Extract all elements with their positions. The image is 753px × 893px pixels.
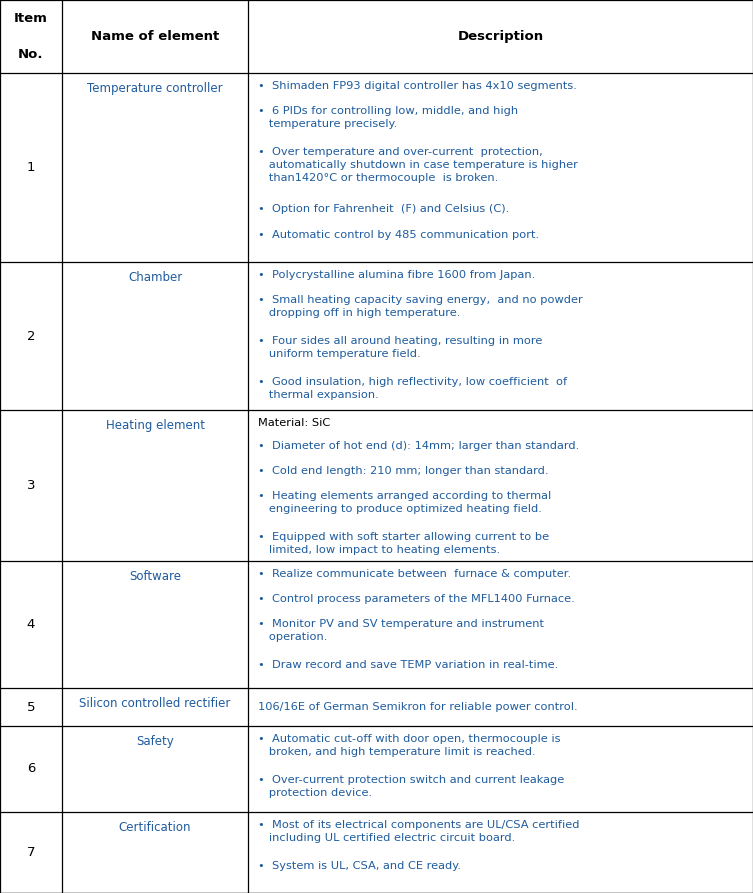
Text: 3: 3 — [26, 479, 35, 492]
Text: •  Option for Fahrenheit  (F) and Celsius (C).: • Option for Fahrenheit (F) and Celsius … — [258, 204, 509, 214]
Text: 106/16E of German Semikron for reliable power control.: 106/16E of German Semikron for reliable … — [258, 702, 577, 712]
Text: Software: Software — [129, 570, 181, 583]
Text: •  Small heating capacity saving energy,  and no powder
   dropping off in high : • Small heating capacity saving energy, … — [258, 296, 582, 318]
Text: Certification: Certification — [119, 821, 191, 834]
Text: •  System is UL, CSA, and CE ready.: • System is UL, CSA, and CE ready. — [258, 861, 461, 871]
Text: •  Over temperature and over-current  protection,
   automatically shutdown in c: • Over temperature and over-current prot… — [258, 147, 578, 183]
Text: •  Cold end length: 210 mm; longer than standard.: • Cold end length: 210 mm; longer than s… — [258, 466, 548, 476]
Text: •  Draw record and save TEMP variation in real-time.: • Draw record and save TEMP variation in… — [258, 660, 558, 671]
Text: •  Automatic control by 485 communication port.: • Automatic control by 485 communication… — [258, 230, 538, 239]
Text: 4: 4 — [26, 618, 35, 631]
Text: 2: 2 — [26, 330, 35, 343]
Text: 5: 5 — [26, 701, 35, 714]
Text: •  Control process parameters of the MFL1400 Furnace.: • Control process parameters of the MFL1… — [258, 594, 575, 605]
Text: 7: 7 — [26, 846, 35, 859]
Text: •  Diameter of hot end (d): 14mm; larger than standard.: • Diameter of hot end (d): 14mm; larger … — [258, 441, 579, 451]
Text: •  Polycrystalline alumina fibre 1600 from Japan.: • Polycrystalline alumina fibre 1600 fro… — [258, 271, 535, 280]
Text: 1: 1 — [26, 162, 35, 174]
Text: •  Equipped with soft starter allowing current to be
   limited, low impact to h: • Equipped with soft starter allowing cu… — [258, 532, 549, 555]
Text: Safety: Safety — [136, 735, 174, 748]
Text: •  Shimaden FP93 digital controller has 4x10 segments.: • Shimaden FP93 digital controller has 4… — [258, 81, 576, 91]
Text: Chamber: Chamber — [128, 271, 182, 284]
Text: Description: Description — [458, 30, 544, 43]
Text: Heating element: Heating element — [105, 419, 205, 432]
Text: •  Monitor PV and SV temperature and instrument
   operation.: • Monitor PV and SV temperature and inst… — [258, 619, 544, 642]
Text: •  6 PIDs for controlling low, middle, and high
   temperature precisely.: • 6 PIDs for controlling low, middle, an… — [258, 106, 517, 129]
Text: Item

No.: Item No. — [14, 13, 47, 61]
Text: Temperature controller: Temperature controller — [87, 82, 223, 96]
Text: •  Over-current protection switch and current leakage
   protection device.: • Over-current protection switch and cur… — [258, 775, 564, 798]
Text: •  Heating elements arranged according to thermal
   engineering to produce opti: • Heating elements arranged according to… — [258, 491, 550, 514]
Text: Material: SiC: Material: SiC — [258, 418, 330, 428]
Text: Silicon controlled rectifier: Silicon controlled rectifier — [79, 697, 231, 710]
Text: 6: 6 — [26, 763, 35, 775]
Text: •  Good insulation, high reflectivity, low coefficient  of
   thermal expansion.: • Good insulation, high reflectivity, lo… — [258, 378, 567, 400]
Text: Name of element: Name of element — [91, 30, 219, 43]
Text: •  Realize communicate between  furnace & computer.: • Realize communicate between furnace & … — [258, 569, 571, 580]
Text: •  Automatic cut-off with door open, thermocouple is
   broken, and high tempera: • Automatic cut-off with door open, ther… — [258, 734, 560, 757]
Text: •  Four sides all around heating, resulting in more
   uniform temperature field: • Four sides all around heating, resulti… — [258, 337, 542, 359]
Text: •  Most of its electrical components are UL/CSA certified
   including UL certif: • Most of its electrical components are … — [258, 820, 579, 843]
